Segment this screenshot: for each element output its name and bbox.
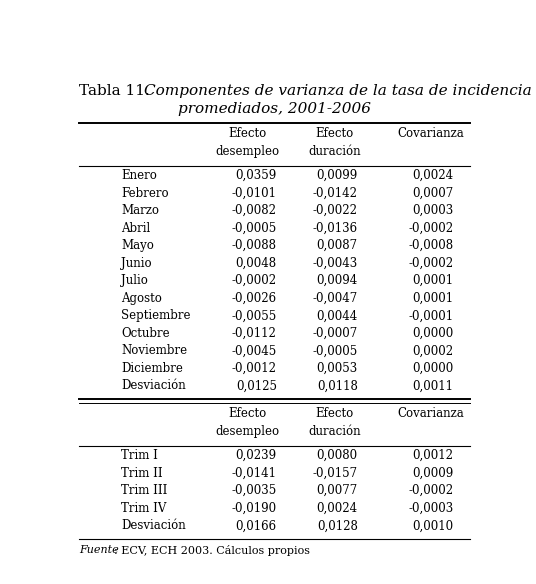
Text: -0,0047: -0,0047: [312, 292, 358, 305]
Text: 0,0024: 0,0024: [317, 502, 358, 515]
Text: 0,0080: 0,0080: [317, 449, 358, 462]
Text: promediados, 2001-2006: promediados, 2001-2006: [178, 102, 371, 116]
Text: 0,0118: 0,0118: [317, 380, 358, 392]
Text: duración: duración: [309, 145, 361, 158]
Text: 0,0002: 0,0002: [412, 345, 453, 357]
Text: 0,0087: 0,0087: [317, 239, 358, 252]
Text: -0,0003: -0,0003: [408, 502, 453, 515]
Text: 0,0077: 0,0077: [317, 484, 358, 497]
Text: Diciembre: Diciembre: [121, 362, 183, 375]
Text: 0,0001: 0,0001: [412, 292, 453, 305]
Text: -0,0045: -0,0045: [232, 345, 277, 357]
Text: 0,0000: 0,0000: [412, 362, 453, 375]
Text: Agosto: Agosto: [121, 292, 162, 305]
Text: Tabla 11.: Tabla 11.: [79, 84, 155, 98]
Text: Trim IV: Trim IV: [121, 502, 166, 515]
Text: Enero: Enero: [121, 169, 157, 182]
Text: Septiembre: Septiembre: [121, 310, 190, 322]
Text: Efecto: Efecto: [316, 407, 354, 420]
Text: 0,0011: 0,0011: [412, 380, 453, 392]
Text: -0,0005: -0,0005: [312, 345, 358, 357]
Text: -0,0112: -0,0112: [232, 327, 277, 340]
Text: Efecto: Efecto: [228, 407, 267, 420]
Text: 0,0024: 0,0024: [412, 169, 453, 182]
Text: Marzo: Marzo: [121, 204, 159, 217]
Text: 0,0003: 0,0003: [412, 204, 453, 217]
Text: Desviación: Desviación: [121, 519, 186, 532]
Text: 0,0007: 0,0007: [412, 186, 453, 200]
Text: Trim I: Trim I: [121, 449, 158, 462]
Text: -0,0008: -0,0008: [408, 239, 453, 252]
Text: 0,0099: 0,0099: [317, 169, 358, 182]
Text: Componentes de varianza de la tasa de incidencia: Componentes de varianza de la tasa de in…: [144, 84, 532, 98]
Text: -0,0026: -0,0026: [232, 292, 277, 305]
Text: -0,0157: -0,0157: [312, 467, 358, 479]
Text: duración: duración: [309, 425, 361, 438]
Text: Efecto: Efecto: [316, 127, 354, 140]
Text: Febrero: Febrero: [121, 186, 169, 200]
Text: Julio: Julio: [121, 274, 148, 287]
Text: -0,0141: -0,0141: [232, 467, 277, 479]
Text: -0,0082: -0,0082: [232, 204, 277, 217]
Text: -0,0136: -0,0136: [312, 221, 358, 235]
Text: 0,0001: 0,0001: [412, 274, 453, 287]
Text: 0,0094: 0,0094: [317, 274, 358, 287]
Text: -0,0035: -0,0035: [232, 484, 277, 497]
Text: -0,0012: -0,0012: [232, 362, 277, 375]
Text: Abril: Abril: [121, 221, 150, 235]
Text: -0,0002: -0,0002: [408, 257, 453, 270]
Text: Junio: Junio: [121, 257, 152, 270]
Text: -0,0022: -0,0022: [313, 204, 358, 217]
Text: -0,0101: -0,0101: [232, 186, 277, 200]
Text: 0,0359: 0,0359: [235, 169, 277, 182]
Text: : ECV, ECH 2003. Cálculos propios: : ECV, ECH 2003. Cálculos propios: [114, 545, 309, 556]
Text: -0,0001: -0,0001: [408, 310, 453, 322]
Text: -0,0002: -0,0002: [232, 274, 277, 287]
Text: 0,0048: 0,0048: [236, 257, 277, 270]
Text: Covarianza: Covarianza: [397, 407, 464, 420]
Text: -0,0088: -0,0088: [232, 239, 277, 252]
Text: 0,0000: 0,0000: [412, 327, 453, 340]
Text: 0,0166: 0,0166: [236, 519, 277, 532]
Text: Noviembre: Noviembre: [121, 345, 187, 357]
Text: -0,0002: -0,0002: [408, 484, 453, 497]
Text: 0,0239: 0,0239: [236, 449, 277, 462]
Text: -0,0055: -0,0055: [232, 310, 277, 322]
Text: Trim III: Trim III: [121, 484, 167, 497]
Text: -0,0142: -0,0142: [313, 186, 358, 200]
Text: 0,0044: 0,0044: [317, 310, 358, 322]
Text: -0,0005: -0,0005: [232, 221, 277, 235]
Text: Octubre: Octubre: [121, 327, 169, 340]
Text: Efecto: Efecto: [228, 127, 267, 140]
Text: 0,0009: 0,0009: [412, 467, 453, 479]
Text: desempleo: desempleo: [215, 425, 280, 438]
Text: 0,0010: 0,0010: [412, 519, 453, 532]
Text: 0,0053: 0,0053: [317, 362, 358, 375]
Text: -0,0007: -0,0007: [312, 327, 358, 340]
Text: -0,0043: -0,0043: [312, 257, 358, 270]
Text: Fuente: Fuente: [79, 545, 119, 555]
Text: -0,0002: -0,0002: [408, 221, 453, 235]
Text: 0,0012: 0,0012: [412, 449, 453, 462]
Text: Covarianza: Covarianza: [397, 127, 464, 140]
Text: 0,0128: 0,0128: [317, 519, 358, 532]
Text: Mayo: Mayo: [121, 239, 154, 252]
Text: Desviación: Desviación: [121, 380, 186, 392]
Text: 0,0125: 0,0125: [236, 380, 277, 392]
Text: desempleo: desempleo: [215, 145, 280, 158]
Text: -0,0190: -0,0190: [232, 502, 277, 515]
Text: Trim II: Trim II: [121, 467, 162, 479]
